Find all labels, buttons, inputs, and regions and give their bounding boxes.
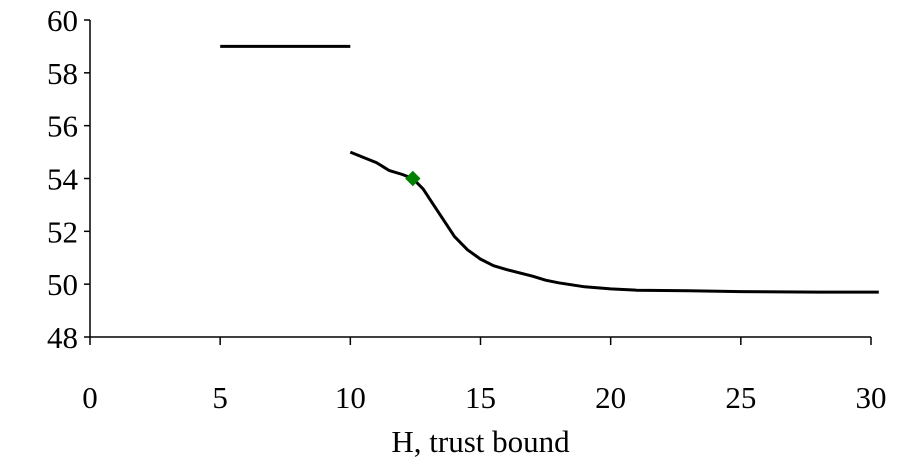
x-tick-label: 5 bbox=[212, 380, 228, 415]
y-tick-label: 48 bbox=[47, 320, 78, 355]
x-tick-label: 30 bbox=[856, 380, 887, 415]
y-tick-label: 50 bbox=[47, 267, 78, 302]
x-tick-label: 0 bbox=[82, 380, 98, 415]
x-tick-label: 10 bbox=[335, 380, 366, 415]
marker-layer bbox=[405, 170, 421, 187]
y-tick-label: 58 bbox=[47, 56, 78, 91]
x-tick-label: 25 bbox=[725, 380, 756, 415]
series-layer bbox=[220, 44, 879, 294]
y-tick-label: 56 bbox=[47, 109, 78, 144]
highlight-point-marker bbox=[405, 170, 421, 187]
x-tick-label: 20 bbox=[595, 380, 626, 415]
y-tick-label: 54 bbox=[47, 162, 79, 197]
series-line-2 bbox=[349, 150, 879, 294]
x-axis-title: H, trust bound bbox=[391, 424, 570, 459]
axes bbox=[89, 20, 871, 338]
x-ticks: 0 5 10 15 20 25 30 bbox=[82, 337, 887, 415]
y-tick-label: 52 bbox=[47, 214, 78, 249]
y-ticks: 48 50 52 54 56 58 60 bbox=[47, 3, 90, 355]
y-tick-label: 60 bbox=[47, 3, 78, 38]
x-tick-label: 15 bbox=[465, 380, 496, 415]
